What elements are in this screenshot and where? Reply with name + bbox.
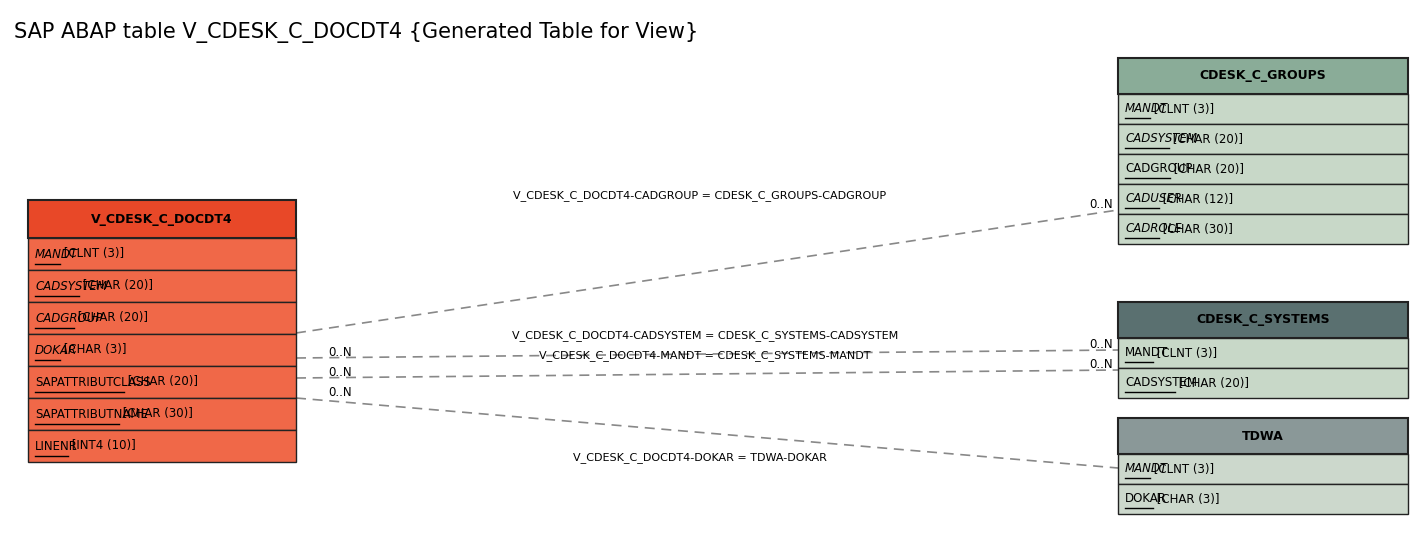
FancyBboxPatch shape [28,366,296,398]
Text: [CHAR (30)]: [CHAR (30)] [118,407,192,420]
Text: MANDT: MANDT [1125,103,1168,116]
Text: CDESK_C_SYSTEMS: CDESK_C_SYSTEMS [1196,313,1330,326]
FancyBboxPatch shape [1118,454,1408,484]
Text: LINENR: LINENR [36,439,78,452]
Text: SAPATTRIBUTCLASS: SAPATTRIBUTCLASS [36,376,151,388]
Text: DOKAR: DOKAR [1125,493,1167,506]
Text: MANDT: MANDT [36,248,78,261]
Text: CADGROUP: CADGROUP [36,312,102,325]
FancyBboxPatch shape [28,398,296,430]
Text: DOKAR: DOKAR [36,344,77,357]
Text: 0..N: 0..N [1090,199,1113,212]
Text: [CHAR (12)]: [CHAR (12)] [1160,193,1233,205]
FancyBboxPatch shape [28,302,296,334]
FancyBboxPatch shape [1118,338,1408,368]
Text: SAPATTRIBUTNAME: SAPATTRIBUTNAME [36,407,148,420]
Text: CADUSER: CADUSER [1125,193,1182,205]
Text: CDESK_C_GROUPS: CDESK_C_GROUPS [1199,70,1326,83]
Text: 0..N: 0..N [328,387,351,400]
FancyBboxPatch shape [28,334,296,366]
Text: [CHAR (3)]: [CHAR (3)] [1152,493,1219,506]
FancyBboxPatch shape [1118,124,1408,154]
Text: [CLNT (3)]: [CLNT (3)] [1152,346,1216,359]
FancyBboxPatch shape [1118,214,1408,244]
FancyBboxPatch shape [28,430,296,462]
Text: 0..N: 0..N [1090,358,1113,371]
Text: V_CDESK_C_DOCDT4-CADGROUP = CDESK_C_GROUPS-CADGROUP: V_CDESK_C_DOCDT4-CADGROUP = CDESK_C_GROU… [513,191,887,201]
FancyBboxPatch shape [1118,58,1408,94]
Text: [CHAR (20)]: [CHAR (20)] [1175,376,1249,389]
Text: V_CDESK_C_DOCDT4-DOKAR = TDWA-DOKAR: V_CDESK_C_DOCDT4-DOKAR = TDWA-DOKAR [573,452,827,464]
FancyBboxPatch shape [1118,484,1408,514]
Text: [INT4 (10)]: [INT4 (10)] [68,439,136,452]
Text: SAP ABAP table V_CDESK_C_DOCDT4 {Generated Table for View}: SAP ABAP table V_CDESK_C_DOCDT4 {Generat… [14,22,698,43]
Text: MANDT: MANDT [1125,463,1168,476]
Text: [CHAR (20)]: [CHAR (20)] [1169,132,1243,146]
Text: [CHAR (20)]: [CHAR (20)] [1169,162,1243,175]
Text: 0..N: 0..N [328,367,351,380]
Text: [CHAR (3)]: [CHAR (3)] [60,344,126,357]
Text: V_CDESK_C_DOCDT4-CADSYSTEM = CDESK_C_SYSTEMS-CADSYSTEM: V_CDESK_C_DOCDT4-CADSYSTEM = CDESK_C_SYS… [512,331,898,342]
FancyBboxPatch shape [1118,154,1408,184]
Text: CADGROUP: CADGROUP [1125,162,1192,175]
Text: [CHAR (20)]: [CHAR (20)] [124,376,198,388]
Text: [CLNT (3)]: [CLNT (3)] [60,248,124,261]
FancyBboxPatch shape [1118,418,1408,454]
Text: [CHAR (20)]: [CHAR (20)] [74,312,148,325]
Text: 0..N: 0..N [1090,338,1113,351]
FancyBboxPatch shape [28,200,296,238]
FancyBboxPatch shape [1118,368,1408,398]
FancyBboxPatch shape [28,270,296,302]
Text: CADROLE: CADROLE [1125,223,1181,236]
Text: V_CDESK_C_DOCDT4: V_CDESK_C_DOCDT4 [91,212,233,225]
FancyBboxPatch shape [1118,184,1408,214]
Text: CADSYSTEM: CADSYSTEM [36,280,107,293]
FancyBboxPatch shape [28,238,296,270]
Text: CADSYSTEM: CADSYSTEM [1125,132,1196,146]
Text: TDWA: TDWA [1242,430,1285,443]
Text: [CHAR (20)]: [CHAR (20)] [80,280,153,293]
Text: V_CDESK_C_DOCDT4-MANDT = CDESK_C_SYSTEMS-MANDT: V_CDESK_C_DOCDT4-MANDT = CDESK_C_SYSTEMS… [539,351,871,362]
Text: CADSYSTEM: CADSYSTEM [1125,376,1196,389]
FancyBboxPatch shape [1118,94,1408,124]
Text: MANDT: MANDT [1125,346,1168,359]
Text: 0..N: 0..N [328,346,351,359]
FancyBboxPatch shape [1118,302,1408,338]
Text: [CLNT (3)]: [CLNT (3)] [1150,103,1214,116]
Text: [CHAR (30)]: [CHAR (30)] [1160,223,1233,236]
Text: [CLNT (3)]: [CLNT (3)] [1150,463,1214,476]
